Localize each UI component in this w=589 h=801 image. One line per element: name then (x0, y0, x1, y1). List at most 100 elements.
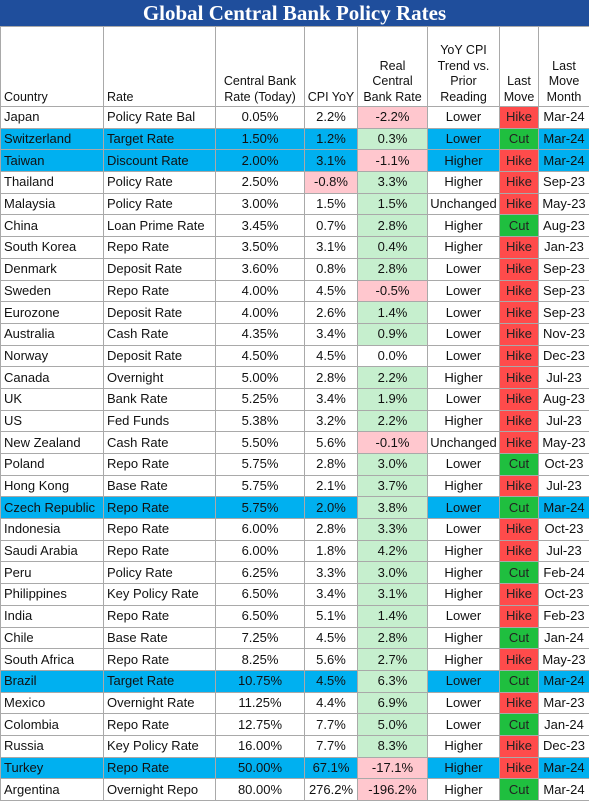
cpi-cell: 2.8% (305, 367, 358, 389)
cpi-trend-cell: Higher (428, 540, 500, 562)
last-move-month-cell: Feb-24 (539, 562, 589, 584)
cpi-cell: 1.2% (305, 128, 358, 150)
rate-type-cell: Repo Rate (104, 649, 216, 671)
cpi-cell: 4.5% (305, 627, 358, 649)
last-move-cell: Cut (500, 215, 539, 237)
cb-rate-cell: 3.00% (216, 193, 305, 215)
last-move-month-cell: Dec-23 (539, 735, 589, 757)
cpi-trend-cell: Lower (428, 302, 500, 324)
last-move-cell: Hike (500, 237, 539, 259)
last-move-month-cell: Oct-23 (539, 454, 589, 476)
real-rate-cell: 6.9% (358, 692, 428, 714)
header-last-move-month: Last Move Month (539, 27, 589, 107)
cpi-cell: 276.2% (305, 779, 358, 801)
last-move-cell: Hike (500, 410, 539, 432)
real-rate-cell: 4.2% (358, 540, 428, 562)
cb-rate-cell: 6.00% (216, 519, 305, 541)
real-rate-cell: 3.3% (358, 519, 428, 541)
cpi-cell: 2.1% (305, 475, 358, 497)
last-move-cell: Hike (500, 475, 539, 497)
last-move-cell: Hike (500, 388, 539, 410)
cb-rate-cell: 12.75% (216, 714, 305, 736)
cpi-trend-cell: Higher (428, 627, 500, 649)
real-rate-cell: -0.5% (358, 280, 428, 302)
rate-type-cell: Key Policy Rate (104, 735, 216, 757)
header-rate: Rate (104, 27, 216, 107)
last-move-cell: Hike (500, 172, 539, 194)
cpi-cell: -0.8% (305, 172, 358, 194)
real-rate-cell: 3.0% (358, 454, 428, 476)
country-cell: Thailand (1, 172, 104, 194)
cpi-cell: 3.4% (305, 323, 358, 345)
cb-rate-cell: 5.75% (216, 497, 305, 519)
real-rate-cell: 8.3% (358, 735, 428, 757)
country-cell: UK (1, 388, 104, 410)
real-rate-cell: 2.8% (358, 627, 428, 649)
last-move-month-cell: Mar-24 (539, 670, 589, 692)
last-move-month-cell: Oct-23 (539, 519, 589, 541)
real-rate-cell: 1.9% (358, 388, 428, 410)
table-title: Global Central Bank Policy Rates (0, 0, 589, 26)
country-cell: Sweden (1, 280, 104, 302)
country-cell: Indonesia (1, 519, 104, 541)
cb-rate-cell: 2.00% (216, 150, 305, 172)
real-rate-cell: 2.2% (358, 410, 428, 432)
last-move-cell: Cut (500, 562, 539, 584)
header-cpi: CPI YoY (305, 27, 358, 107)
last-move-cell: Hike (500, 302, 539, 324)
last-move-month-cell: Sep-23 (539, 258, 589, 280)
cpi-trend-cell: Lower (428, 345, 500, 367)
cb-rate-cell: 0.05% (216, 107, 305, 129)
last-move-month-cell: Mar-24 (539, 128, 589, 150)
country-cell: Philippines (1, 584, 104, 606)
last-move-month-cell: Mar-24 (539, 779, 589, 801)
last-move-month-cell: Sep-23 (539, 172, 589, 194)
cb-rate-cell: 5.00% (216, 367, 305, 389)
cpi-cell: 1.5% (305, 193, 358, 215)
cpi-trend-cell: Higher (428, 562, 500, 584)
cpi-trend-cell: Unchanged (428, 193, 500, 215)
cpi-cell: 3.1% (305, 237, 358, 259)
real-rate-cell: 3.1% (358, 584, 428, 606)
cb-rate-cell: 6.25% (216, 562, 305, 584)
policy-rates-table: Country Rate Central Bank Rate (Today) C… (0, 26, 589, 801)
cpi-trend-cell: Higher (428, 150, 500, 172)
country-cell: Chile (1, 627, 104, 649)
cpi-cell: 4.5% (305, 280, 358, 302)
cpi-cell: 3.1% (305, 150, 358, 172)
cpi-cell: 2.8% (305, 454, 358, 476)
cpi-trend-cell: Higher (428, 584, 500, 606)
rate-type-cell: Overnight (104, 367, 216, 389)
cb-rate-cell: 16.00% (216, 735, 305, 757)
rate-type-cell: Policy Rate Bal (104, 107, 216, 129)
rate-type-cell: Cash Rate (104, 323, 216, 345)
last-move-month-cell: Aug-23 (539, 215, 589, 237)
last-move-cell: Hike (500, 323, 539, 345)
rate-type-cell: Overnight Rate (104, 692, 216, 714)
last-move-month-cell: Mar-24 (539, 150, 589, 172)
rate-type-cell: Base Rate (104, 627, 216, 649)
last-move-month-cell: Oct-23 (539, 584, 589, 606)
last-move-cell: Cut (500, 627, 539, 649)
cpi-cell: 3.2% (305, 410, 358, 432)
cb-rate-cell: 8.25% (216, 649, 305, 671)
country-cell: Switzerland (1, 128, 104, 150)
real-rate-cell: 2.7% (358, 649, 428, 671)
last-move-cell: Hike (500, 280, 539, 302)
cpi-trend-cell: Lower (428, 128, 500, 150)
rate-type-cell: Deposit Rate (104, 302, 216, 324)
real-rate-cell: 3.8% (358, 497, 428, 519)
rate-type-cell: Target Rate (104, 128, 216, 150)
last-move-month-cell: Dec-23 (539, 345, 589, 367)
last-move-cell: Hike (500, 757, 539, 779)
